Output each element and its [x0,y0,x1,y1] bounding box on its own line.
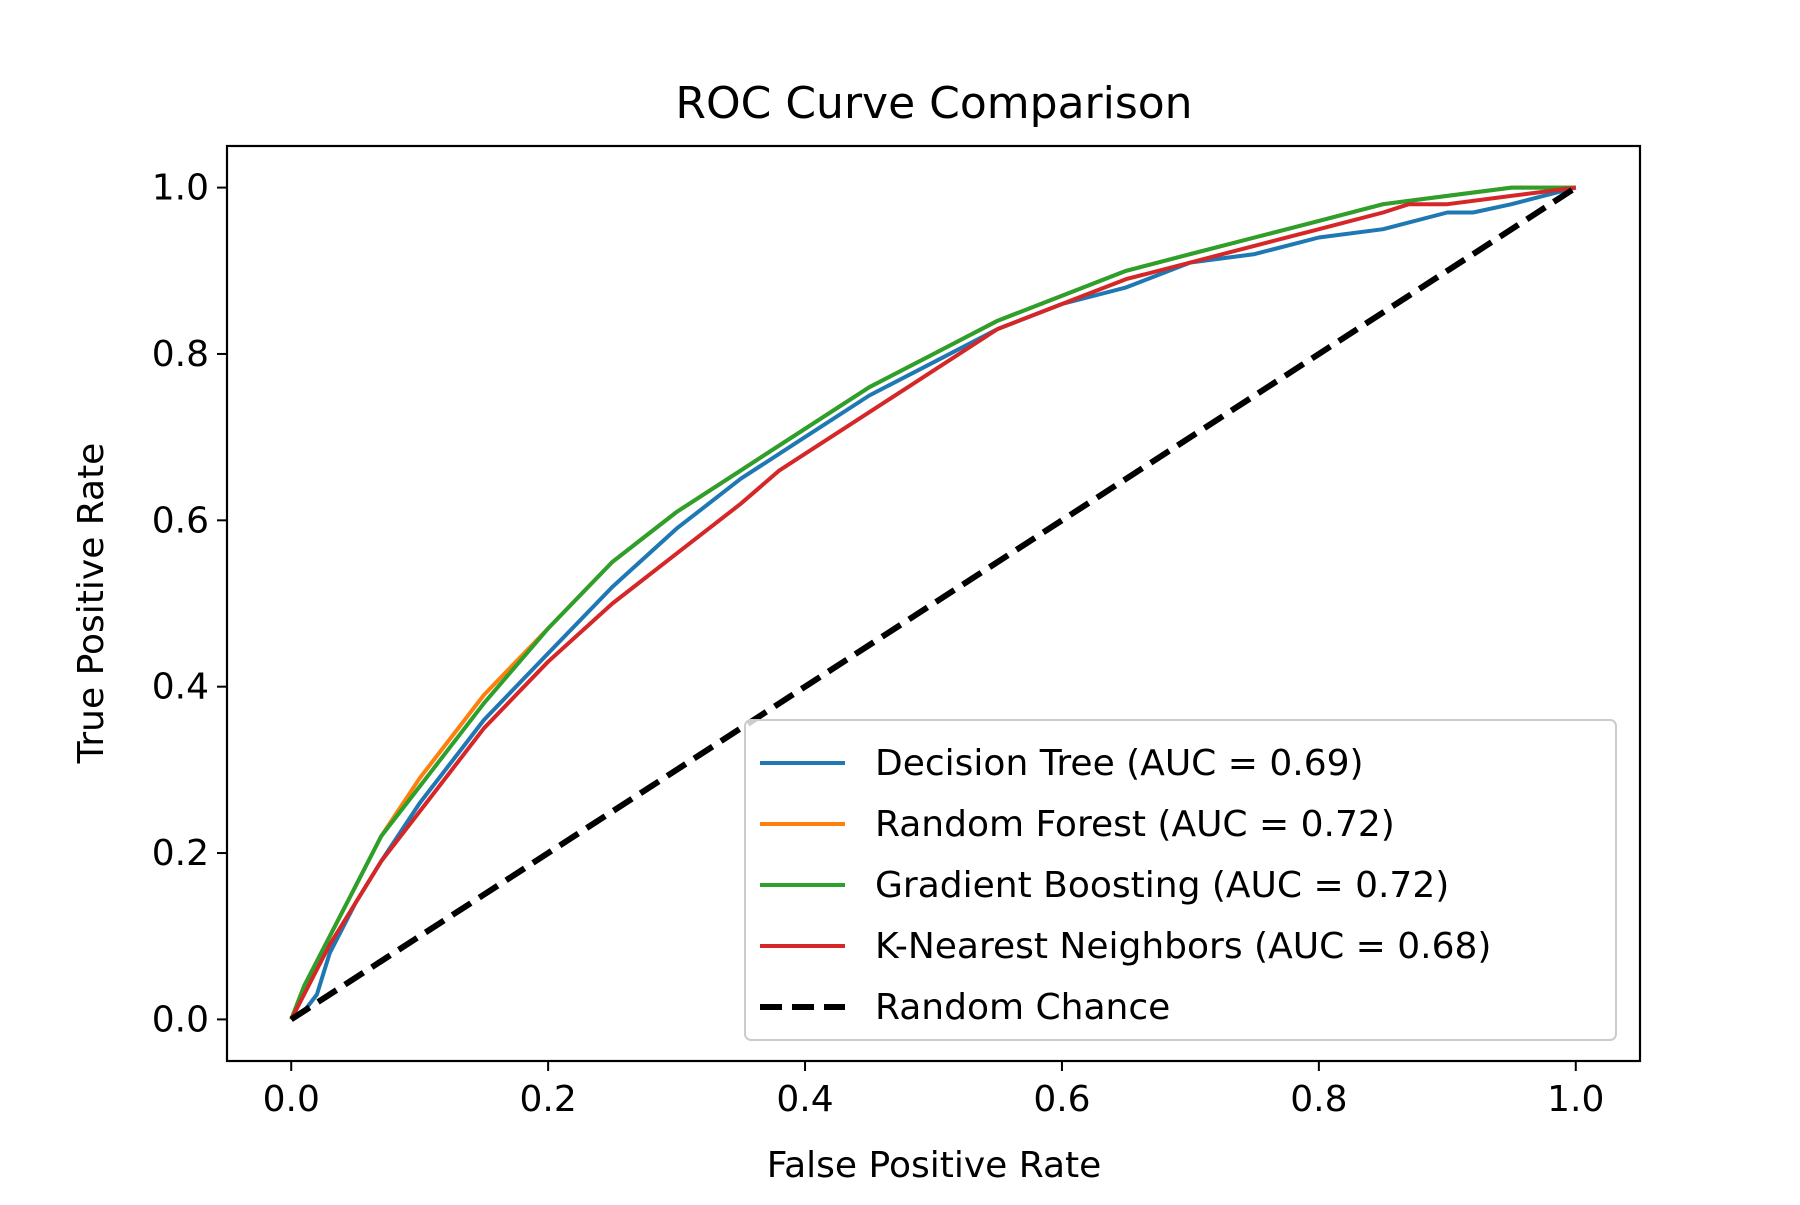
legend-label-3: K-Nearest Neighbors (AUC = 0.68) [875,926,1491,967]
x-tick-label: 1.0 [1547,1079,1604,1120]
legend-label-4: Random Chance [875,987,1170,1028]
y-axis-label: True Positive Rate [71,443,112,765]
x-tick-label: 0.6 [1033,1079,1090,1120]
x-tick-label: 0.4 [776,1079,833,1120]
y-axis-ticks: 0.0 0.2 0.4 0.6 0.8 1.0 [152,168,227,1040]
x-tick-label: 0.2 [520,1079,577,1120]
x-tick-label: 0.8 [1290,1079,1347,1120]
legend-label-0: Decision Tree (AUC = 0.69) [875,743,1364,784]
legend-label-2: Gradient Boosting (AUC = 0.72) [875,865,1449,906]
y-tick-label: 0.0 [152,999,209,1040]
legend-box [744,719,1617,1041]
series-line-2 [289,185,1576,1021]
y-tick-label: 0.4 [152,667,209,708]
x-axis-ticks: 0.0 0.2 0.4 0.6 0.8 1.0 [263,1061,1604,1120]
x-axis-label: False Positive Rate [767,1145,1102,1186]
y-tick-label: 0.2 [152,833,209,874]
y-tick-label: 1.0 [152,168,209,209]
series-line-3 [289,185,1577,1021]
legend: Decision Tree (AUC = 0.69) Random Forest … [744,719,1617,1041]
x-tick-label: 0.0 [263,1079,320,1120]
y-tick-label: 0.8 [152,334,209,375]
legend-label-1: Random Forest (AUC = 0.72) [875,804,1395,845]
series-lines [289,185,1578,1022]
plot-area-frame [225,144,1642,1063]
chart-title: ROC Curve Comparison [675,78,1192,129]
y-tick-label: 0.6 [152,500,209,541]
